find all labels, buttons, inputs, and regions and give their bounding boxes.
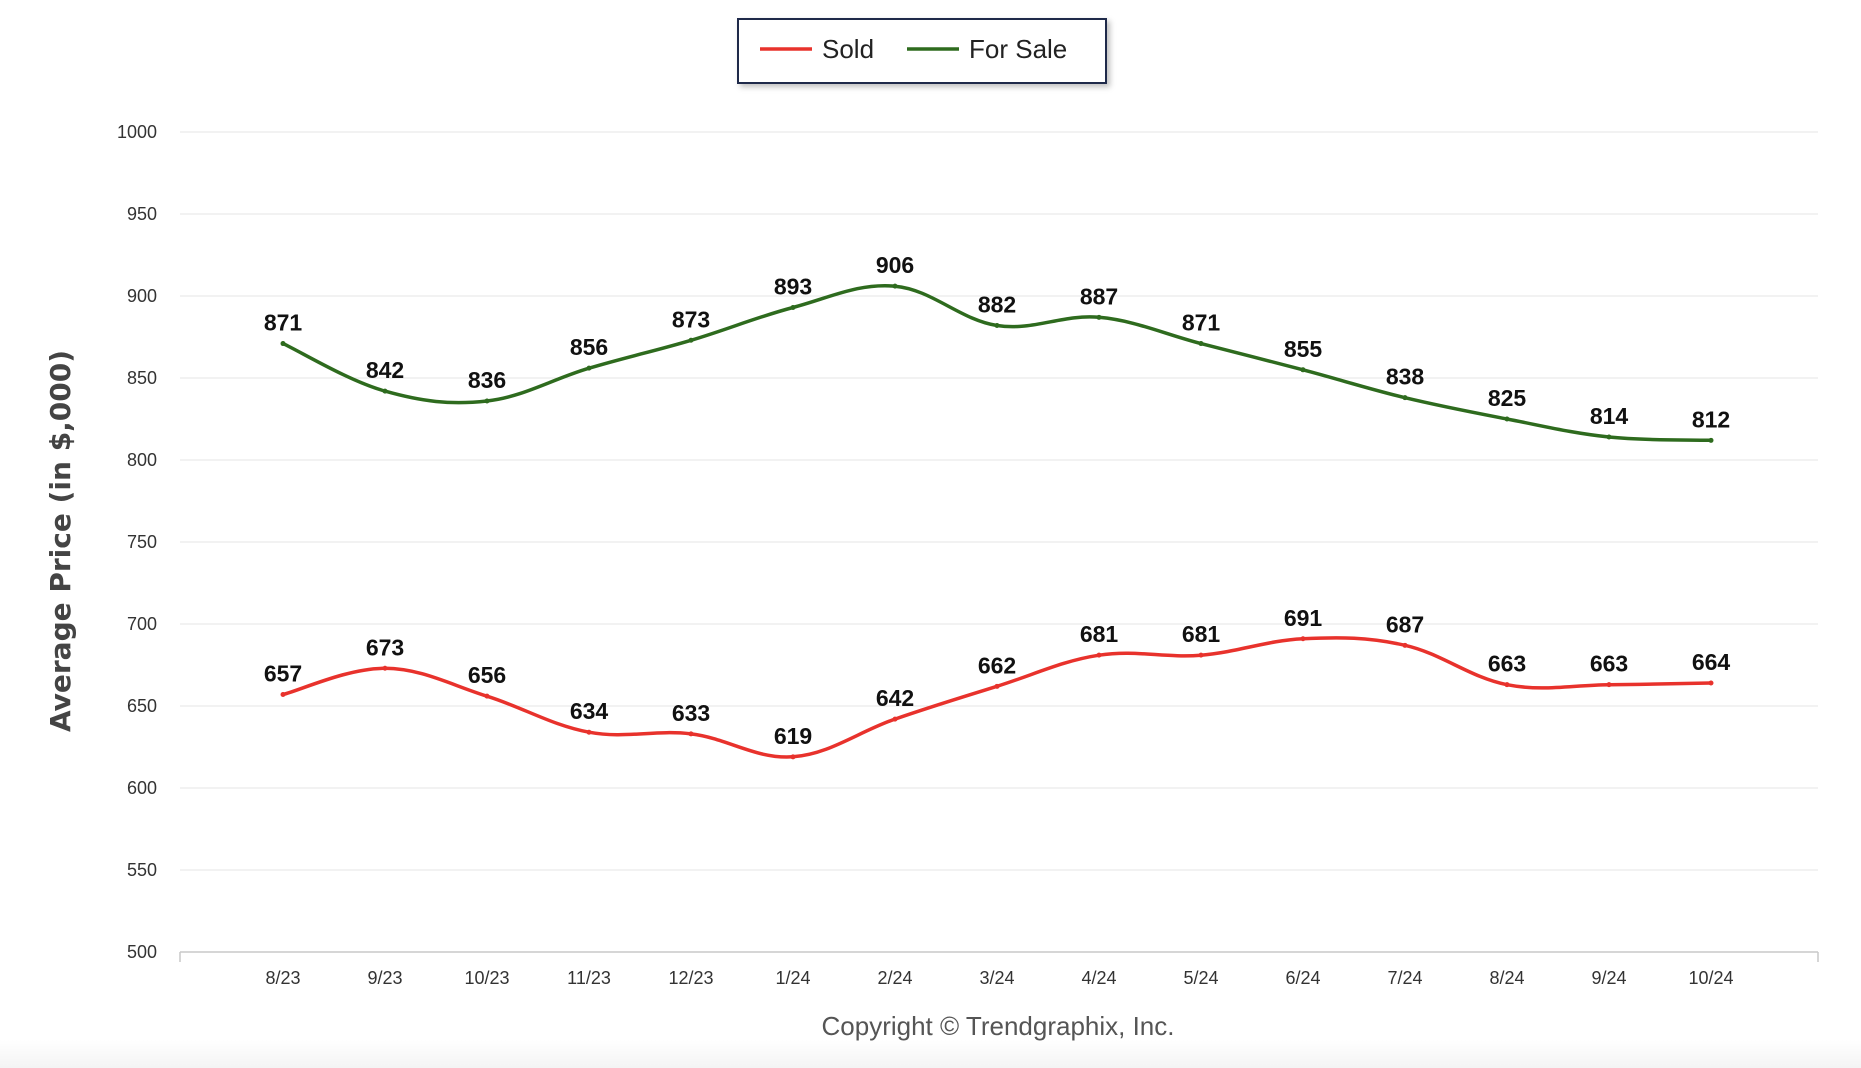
y-tick-label: 850 [127, 368, 157, 388]
data-label-for-sale: 887 [1080, 283, 1118, 309]
point-for-sale [1606, 434, 1612, 440]
point-sold [790, 754, 796, 760]
y-tick-label: 1000 [117, 122, 157, 142]
data-label-sold: 619 [774, 723, 812, 749]
data-label-for-sale: 906 [876, 252, 914, 278]
point-for-sale [1096, 314, 1102, 320]
data-label-for-sale: 838 [1386, 364, 1425, 390]
copyright-credit: Copyright © Trendgraphix, Inc. [822, 1011, 1175, 1041]
legend[interactable]: Sold For Sale [737, 18, 1107, 84]
point-sold [1708, 680, 1714, 686]
y-tick-label: 500 [127, 942, 157, 962]
data-label-sold: 664 [1692, 649, 1731, 675]
data-label-for-sale: 825 [1488, 385, 1527, 411]
point-sold [1096, 652, 1102, 658]
x-tick-label: 3/24 [979, 968, 1014, 988]
point-for-sale [790, 304, 796, 310]
y-tick-label: 800 [127, 450, 157, 470]
point-sold [1402, 642, 1408, 648]
data-label-for-sale: 871 [264, 310, 303, 336]
data-label-for-sale: 893 [774, 273, 812, 299]
data-label-sold: 657 [264, 661, 302, 687]
data-label-for-sale: 842 [366, 357, 404, 383]
point-sold [688, 731, 694, 737]
y-tick-label: 600 [127, 778, 157, 798]
x-tick-label: 2/24 [877, 968, 912, 988]
point-for-sale [688, 337, 694, 343]
data-label-for-sale: 856 [570, 334, 608, 360]
point-sold [1300, 636, 1306, 642]
data-label-sold: 633 [672, 700, 710, 726]
data-label-sold: 634 [570, 698, 609, 724]
point-sold [892, 716, 898, 722]
data-label-sold: 656 [468, 662, 506, 688]
legend-label-sold: Sold [822, 34, 874, 64]
point-for-sale [1708, 437, 1714, 443]
data-label-for-sale: 871 [1182, 310, 1221, 336]
point-for-sale [280, 341, 286, 347]
x-tick-label: 1/24 [775, 968, 810, 988]
point-sold [1198, 652, 1204, 658]
point-for-sale [1402, 395, 1408, 401]
point-for-sale [1198, 341, 1204, 347]
x-tick-label: 8/24 [1489, 968, 1524, 988]
gridlines [180, 131, 1818, 871]
x-tick-label: 5/24 [1183, 968, 1218, 988]
point-sold [994, 683, 1000, 689]
x-tick-label: 9/23 [367, 968, 402, 988]
data-label-sold: 663 [1488, 651, 1526, 677]
legend-label-for-sale: For Sale [969, 34, 1067, 64]
point-for-sale [1300, 367, 1306, 373]
data-label-sold: 681 [1080, 621, 1119, 647]
data-label-sold: 687 [1386, 611, 1424, 637]
y-tick-label: 550 [127, 860, 157, 880]
point-for-sale [1504, 416, 1510, 422]
point-sold [586, 729, 592, 735]
data-label-for-sale: 836 [468, 367, 506, 393]
x-tick-label: 10/23 [464, 968, 509, 988]
point-for-sale [994, 323, 1000, 329]
data-label-sold: 691 [1284, 605, 1323, 631]
y-tick-label: 750 [127, 532, 157, 552]
point-sold [382, 665, 388, 671]
data-label-sold: 673 [366, 634, 404, 660]
series-lines [280, 283, 1714, 760]
point-sold [280, 692, 286, 698]
point-for-sale [586, 365, 592, 371]
point-sold [484, 693, 490, 699]
data-label-for-sale: 812 [1692, 406, 1730, 432]
data-label-for-sale: 814 [1590, 403, 1629, 429]
x-tick-label: 11/23 [567, 968, 611, 988]
x-axis: 8/23 9/23 10/23 11/23 12/23 1/24 2/24 3/24 4/24 5… [179, 951, 1819, 988]
x-tick-label: 9/24 [1591, 968, 1626, 988]
data-label-for-sale: 855 [1284, 336, 1323, 362]
data-label-sold: 662 [978, 652, 1016, 678]
point-sold [1606, 682, 1612, 688]
point-for-sale [484, 398, 490, 404]
y-tick-label: 650 [127, 696, 157, 716]
legend-box [737, 18, 1107, 84]
data-label-sold: 642 [876, 685, 914, 711]
y-tick-label: 950 [127, 204, 157, 224]
x-tick-label: 12/23 [668, 968, 713, 988]
y-axis-ticks: 500 550 600 650 700 750 800 850 900 950 1000 [117, 122, 157, 962]
x-tick-label: 10/24 [1688, 968, 1733, 988]
x-tick-label: 7/24 [1387, 968, 1422, 988]
data-label-for-sale: 873 [672, 306, 710, 332]
y-tick-label: 700 [127, 614, 157, 634]
point-for-sale [892, 283, 898, 289]
x-tick-label: 6/24 [1285, 968, 1320, 988]
point-sold [1504, 682, 1510, 688]
point-for-sale [382, 388, 388, 394]
x-tick-label: 4/24 [1081, 968, 1116, 988]
data-label-sold: 681 [1182, 621, 1221, 647]
x-tick-label: 8/23 [265, 968, 300, 988]
y-tick-label: 900 [127, 286, 157, 306]
y-axis-title: Average Price (in $,000) [44, 350, 77, 732]
data-labels: 657 673 656 634 633 619 642 662 681 681 691 687 663 6… [264, 252, 1731, 749]
data-label-for-sale: 882 [978, 292, 1016, 318]
data-label-sold: 663 [1590, 651, 1628, 677]
